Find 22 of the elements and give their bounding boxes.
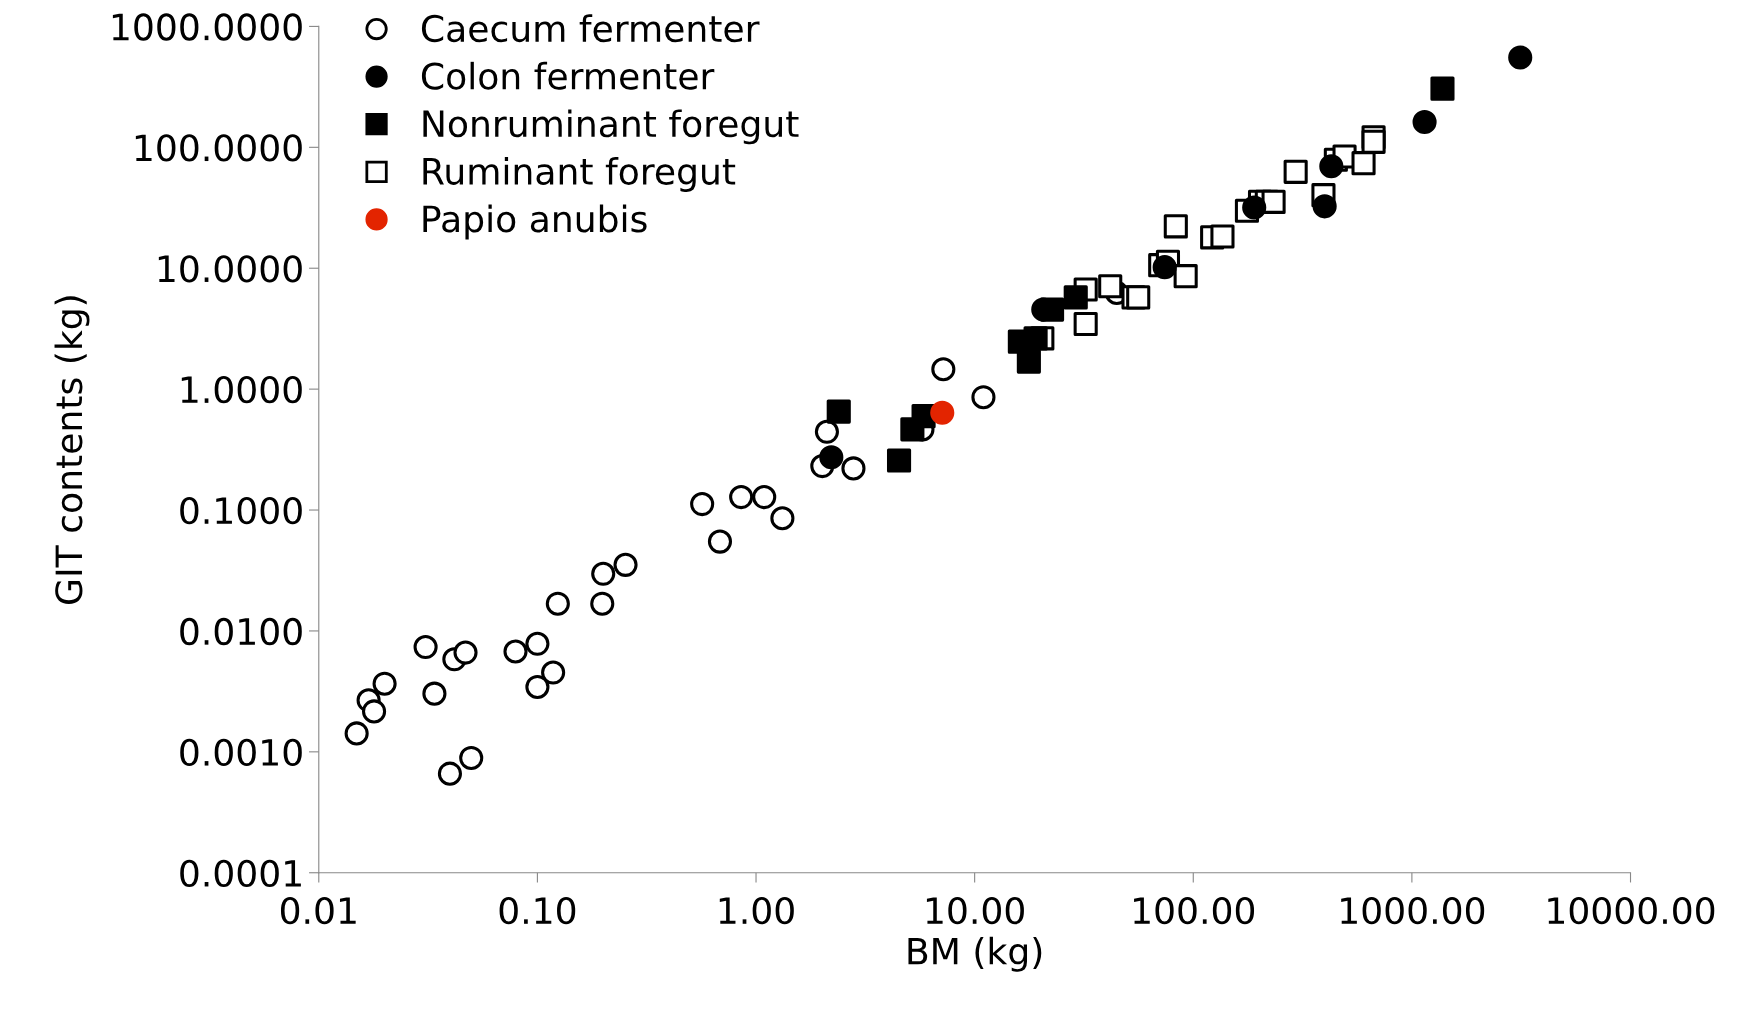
legend-label: Caecum fermenter	[421, 14, 760, 43]
y-tick-label: 0.1000	[180, 496, 302, 525]
y-tick-label: 1000.0000	[112, 13, 302, 41]
x-tick-label: 0.10	[499, 896, 576, 925]
legend-label: Papio anubis	[423, 204, 647, 240]
x-tick-label: 1.00	[719, 896, 794, 925]
y-tick-label: 100.0000	[135, 134, 302, 162]
legend-label: Nonruminant foregut	[423, 109, 799, 145]
legend-label: Colon fermenter	[421, 61, 715, 90]
y-tick-label: 0.0001	[180, 859, 301, 887]
y-tick-label: 10.0000	[158, 255, 302, 283]
x-axis-title: BM (kg)	[908, 936, 1042, 972]
x-tick-label: 0.01	[280, 896, 356, 925]
y-tick-label: 1.0000	[181, 376, 302, 404]
x-tick-label: 10.00	[926, 896, 1024, 925]
x-tick-label: 100.00	[1134, 896, 1255, 925]
y-tick-label: 0.0100	[180, 617, 302, 646]
legend-label: Ruminant foregut	[423, 156, 736, 192]
y-axis-title: GIT contents (kg)	[54, 296, 90, 604]
x-tick-label: 10000.00	[1548, 896, 1715, 925]
y-tick-label: 0.0010	[180, 738, 302, 767]
x-tick-label: 1000.00	[1341, 896, 1485, 925]
